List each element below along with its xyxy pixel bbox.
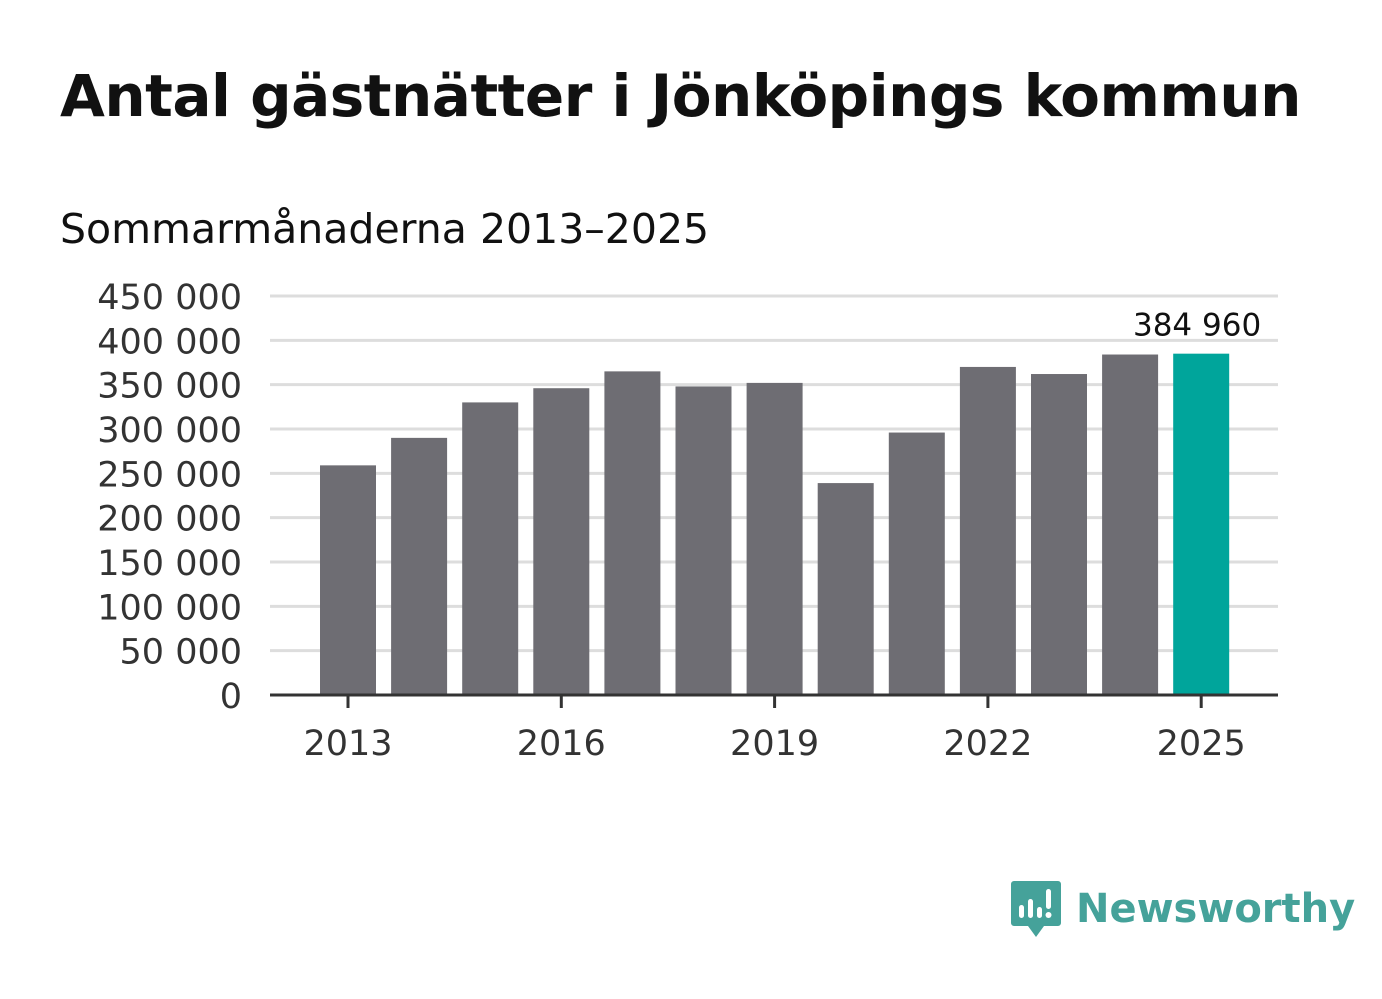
bar	[391, 437, 448, 695]
bar	[746, 382, 803, 695]
x-tick-label: 2019	[730, 724, 819, 764]
annotations: 384 960	[1130, 305, 1264, 347]
y-tick-label: 450 000	[97, 278, 242, 318]
y-tick-label: 300 000	[97, 411, 242, 451]
brand-logo: Newsworthy	[1010, 878, 1355, 940]
bar	[320, 465, 376, 695]
newsworthy-chart-bubble-icon	[1011, 881, 1061, 937]
y-tick-label: 100 000	[97, 588, 242, 628]
x-axis	[270, 693, 1278, 708]
y-tick-label: 200 000	[97, 500, 242, 540]
x-tick-label: 2016	[517, 724, 606, 764]
bar	[1031, 374, 1087, 695]
bar-value-label: 384 960	[1133, 308, 1261, 344]
chart-title: Antal gästnätter i Jönköpings kommun	[60, 62, 1301, 130]
bar	[533, 388, 590, 695]
bar-highlight	[1173, 353, 1230, 695]
x-axis-labels: 2013 2016 2019 2022 2025	[303, 724, 1245, 764]
x-tick-label: 2025	[1157, 724, 1246, 764]
bar	[959, 366, 1016, 695]
y-tick-label: 0	[220, 677, 242, 717]
bar	[604, 371, 661, 695]
y-tick-label: 400 000	[97, 322, 242, 362]
bars	[320, 353, 1230, 695]
y-tick-label: 250 000	[97, 455, 242, 495]
bar	[1102, 354, 1159, 695]
y-tick-label: 50 000	[120, 633, 242, 673]
x-tick-label: 2022	[943, 724, 1032, 764]
y-tick-label: 350 000	[97, 367, 242, 407]
y-tick-label: 150 000	[97, 544, 242, 584]
bar	[675, 386, 732, 695]
bar	[817, 483, 874, 695]
brand-name: Newsworthy	[1076, 886, 1356, 932]
x-tick-label: 2013	[303, 724, 392, 764]
bar	[888, 432, 945, 695]
bar	[462, 402, 519, 695]
chart-subtitle: Sommarmånaderna 2013–2025	[60, 205, 710, 253]
